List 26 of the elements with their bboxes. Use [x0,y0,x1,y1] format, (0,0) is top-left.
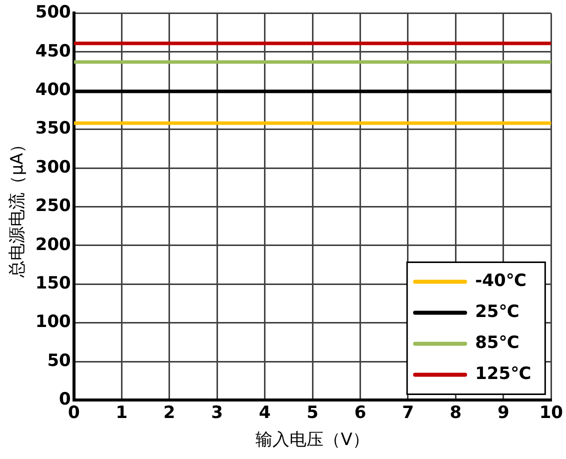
y-tick-label: 200 [35,234,72,255]
y-tick-label: 100 [35,312,72,332]
legend-label: 85℃ [475,333,520,354]
y-tick-label: 400 [35,80,72,100]
y-tick-label: 150 [35,274,72,294]
x-tick-label: 4 [258,402,271,423]
y-tick-label: 50 [47,350,72,371]
x-tick-label: 3 [211,402,223,423]
y-axis-title: 总电源电流（μA） [8,136,28,278]
y-tick-label: 350 [35,118,72,139]
x-tick-label: 8 [450,402,462,423]
y-tick-label: 250 [35,196,72,216]
x-tick-label: 10 [539,402,564,423]
x-tick-label: 2 [163,402,176,423]
x-tick-label: 5 [306,402,318,423]
y-tick-label: 450 [35,41,72,62]
legend-label: 125℃ [475,364,532,384]
x-tick-label: 1 [116,402,128,423]
x-tick-label: 9 [498,402,510,423]
x-tick-label: 7 [402,402,414,423]
legend-label: 25℃ [475,302,520,322]
x-axis-title: 输入电压（V） [256,430,370,450]
x-tick-label: 6 [354,402,366,423]
y-tick-label: 500 [35,2,72,23]
y-tick-label: 300 [35,157,72,178]
legend-label: -40℃ [475,271,526,292]
